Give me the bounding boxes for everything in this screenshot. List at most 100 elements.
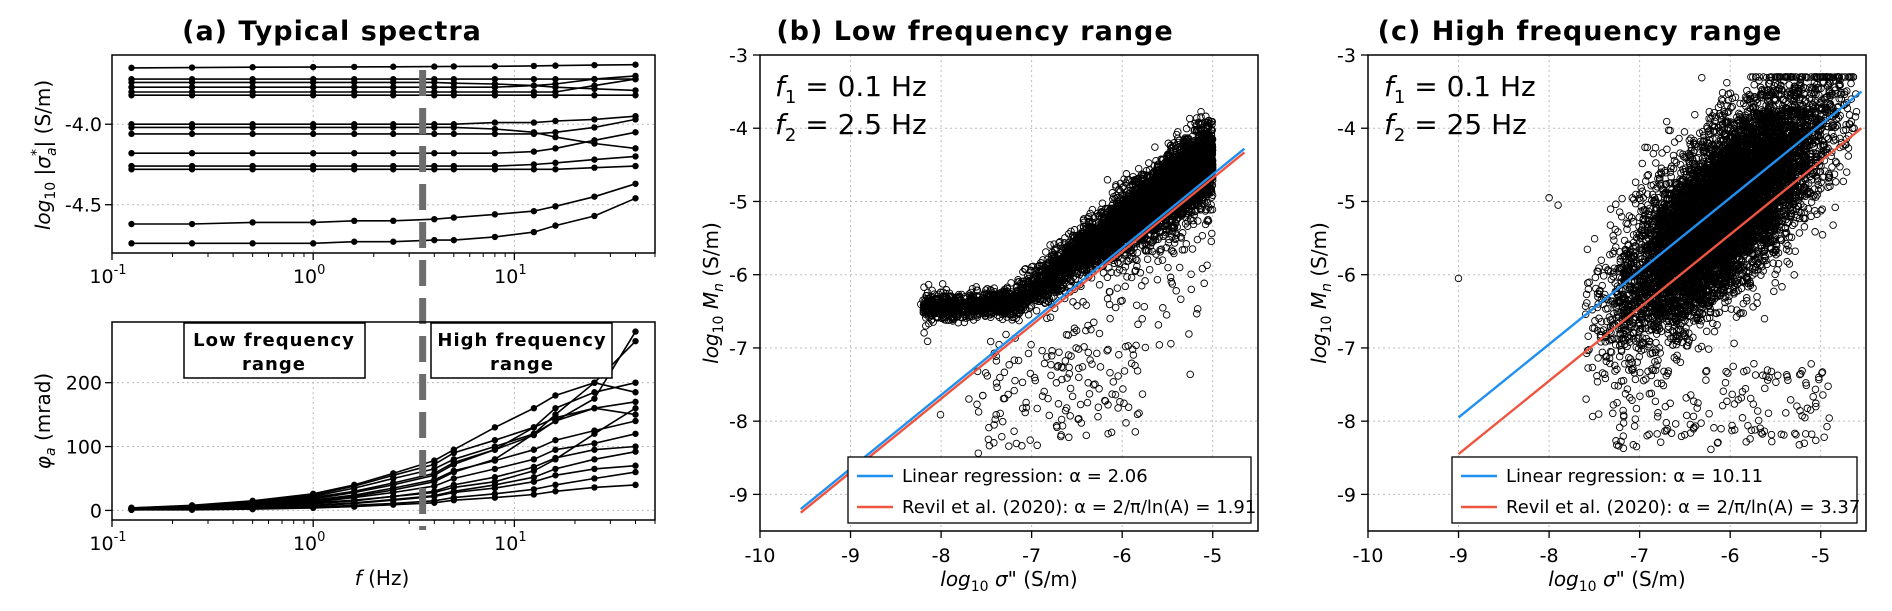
amplitude-point (491, 83, 499, 91)
amplitude-point (552, 80, 559, 88)
amplitude-point (390, 79, 397, 86)
scatter-point (1088, 205, 1097, 214)
phase-line (131, 407, 636, 509)
amplitude-line (131, 63, 636, 69)
amplitude-point (552, 159, 559, 167)
amplitude-point (249, 83, 256, 91)
amplitude-point (188, 240, 196, 247)
amplitude-point (390, 238, 397, 245)
phase-point (530, 491, 538, 498)
phase-point (632, 462, 639, 469)
phase-point (632, 468, 639, 476)
amplitude-point (530, 207, 538, 215)
phase-point (552, 446, 559, 453)
phase-point (632, 443, 639, 450)
amplitude-point (431, 130, 438, 138)
amplitude-point (552, 75, 559, 83)
phase-point (491, 494, 499, 501)
amplitude-point (249, 166, 256, 173)
panel-b-scatter-points (917, 107, 1217, 457)
scatter-point (1162, 311, 1171, 319)
scatter-point (1024, 310, 1033, 319)
phase-point (351, 503, 358, 510)
phase-point (632, 411, 639, 418)
phase-point (591, 440, 598, 447)
phase-point (491, 484, 499, 492)
amplitude-point (351, 83, 358, 91)
amplitude-point (128, 83, 135, 91)
amplitude-point (128, 64, 135, 72)
phase-point (491, 474, 499, 481)
amplitude-point (552, 145, 559, 152)
amplitude-point (249, 92, 256, 99)
scatter-point (1138, 315, 1146, 323)
phase-point (390, 470, 397, 477)
y-tick-label: 100 (66, 437, 102, 459)
scatter-point (1175, 263, 1184, 272)
phase-point (351, 488, 358, 495)
phase-point (188, 506, 196, 513)
amplitude-point (249, 79, 256, 86)
amplitude-point (188, 124, 196, 131)
amplitude-point (309, 63, 317, 71)
amplitude-point (390, 63, 397, 70)
amplitude-point (491, 233, 499, 241)
scatter-point (1203, 261, 1211, 269)
phase-point (450, 459, 458, 466)
amplitude-point (552, 92, 559, 99)
x-tick-label: 100 (293, 263, 325, 288)
high-frequency-label-line1: High frequency (437, 330, 606, 351)
scatter-point (973, 400, 981, 409)
amplitude-point (552, 129, 559, 136)
phase-point (552, 472, 559, 479)
scatter-point (1002, 330, 1010, 339)
amplitude-point (309, 130, 317, 138)
scatter-point (1095, 329, 1104, 338)
phase-point (632, 389, 639, 396)
amplitude-point (431, 83, 438, 91)
panel-a-title: (a) Typical spectra (182, 16, 482, 47)
amplitude-point (632, 92, 639, 99)
amplitude-point (390, 217, 397, 225)
scatter-point (1207, 237, 1216, 246)
amplitude-point (351, 238, 358, 245)
phase-point (491, 457, 499, 464)
scatter-point (1103, 176, 1112, 184)
scatter-point (1185, 114, 1194, 123)
amplitude-point (491, 211, 499, 218)
amplitude-point (309, 240, 317, 247)
phase-point (450, 475, 458, 482)
phase-point (552, 405, 559, 412)
amplitude-point (530, 148, 538, 155)
amplitude-point (491, 119, 499, 126)
amplitude-point (351, 217, 358, 225)
phase-point (632, 430, 639, 437)
scatter-point (923, 337, 932, 346)
phase-point (431, 457, 438, 464)
phase-point (632, 328, 639, 335)
amplitude-point (632, 145, 639, 152)
scatter-point (1069, 298, 1077, 306)
amplitude-point (591, 137, 598, 144)
phase-point (591, 389, 598, 396)
phase-point (632, 337, 639, 345)
amplitude-point (309, 79, 317, 86)
panel-a-top-ylabel: log10 |σ*a| (S/m) (29, 80, 60, 230)
phase-point (552, 392, 559, 399)
phase-point (491, 465, 499, 473)
y-tick-label: -4.0 (65, 114, 102, 136)
amplitude-point (128, 149, 135, 157)
phase-point (552, 454, 559, 462)
scatter-point (1095, 281, 1104, 289)
amplitude-point (552, 133, 559, 141)
amplitude-point (591, 193, 598, 200)
phase-point (591, 475, 598, 482)
y-tick-label: 200 (66, 373, 102, 395)
scatter-point (1170, 239, 1179, 247)
amplitude-point (491, 149, 499, 157)
high-frequency-label-line2: range (490, 354, 554, 375)
scatter-point (974, 408, 983, 416)
phase-point (591, 395, 598, 402)
amplitude-point (431, 149, 438, 157)
amplitude-point (552, 166, 559, 173)
